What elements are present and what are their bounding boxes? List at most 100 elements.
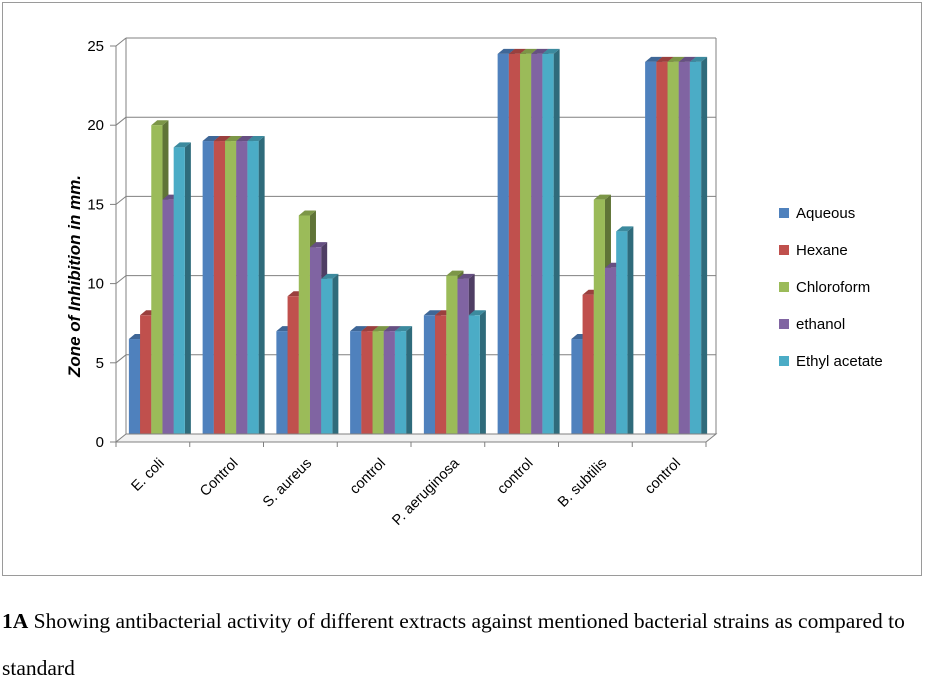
bar-front [520,53,532,443]
bar-front [593,199,605,442]
bar-front [321,278,333,442]
x-category-label: S. aureus [260,456,315,511]
bar-front [202,141,214,443]
legend: Aqueous Hexane Chloroform ethanol Ethyl acet… [779,205,883,370]
chart-floor [114,433,718,443]
bar-top [309,242,328,248]
bar-top [542,48,560,54]
y-axis-title: Zone of Inhibition in mm. [65,175,84,378]
bar-top [645,56,663,62]
figure-caption: 1A Showing antibacterial activity of dif… [2,598,920,692]
bar-front [276,331,288,442]
bar-front [225,141,237,443]
x-category-label: Control [197,456,241,500]
bar-top [468,310,486,316]
y-tick-label: 5 [96,355,104,372]
bar-side [701,56,708,443]
bar-top [321,273,339,279]
bar-front [287,296,299,442]
legend-label: Hexane [796,242,848,259]
legend-label: Ethyl acetate [796,353,883,370]
bar-front [678,61,690,443]
legend-swatch [779,319,789,329]
bar-top [446,270,464,276]
bar-front [361,331,373,442]
bar-front [372,331,384,442]
gridline-depth [115,354,127,364]
legend-swatch [779,356,789,366]
gridline-depth [115,37,127,47]
bar-top [213,136,232,142]
bar-front [128,339,141,442]
bar-side [553,48,560,443]
caption-text: Showing antibacterial activity of differ… [2,609,905,680]
bar-front [394,331,407,442]
bar-front [497,53,509,443]
bar-top [616,226,634,232]
bar-front [542,53,554,443]
bar-front [173,147,185,442]
x-category-label: B. subtilis [555,456,610,511]
legend-swatch [779,245,789,255]
y-tick-label: 10 [87,276,104,293]
legend-label: ethanol [796,316,845,333]
bar-top [678,56,696,62]
bar-front [151,125,163,442]
bar-front [616,231,628,442]
bar-top [236,136,254,142]
bar-top [151,120,169,126]
bar-top [350,326,368,332]
bar-top [361,326,379,332]
bar-front [309,247,322,442]
bar-front [162,199,174,442]
bar-front [383,331,395,442]
bar-top [173,142,191,148]
bar-front [213,141,226,443]
bar-front [140,315,152,442]
bar-side [258,136,265,443]
x-category-label: E. coli [128,456,167,495]
bar-front [423,315,436,442]
bar-front [350,331,362,442]
bar-front [435,315,447,442]
bar-side [627,226,634,442]
bar-top [656,56,674,62]
bar-ethyl-acetate [321,273,339,442]
bar-front [236,141,248,443]
y-tick-label: 15 [87,196,104,213]
caption-label: 1A [2,609,29,633]
bar-top [593,194,611,200]
gridline-depth [115,275,127,284]
bar-top [508,48,527,54]
bar-ethyl-acetate [394,326,413,442]
bar-side [479,310,486,442]
bar-ethyl-acetate [173,142,191,442]
bar-top [531,48,549,54]
bar-top [202,136,220,142]
bar-front [656,61,668,443]
bar-ethyl-acetate [542,48,560,443]
bar-front [667,61,679,443]
bar-front [457,278,469,442]
bar-front [689,61,702,443]
gridline-depth [115,196,127,205]
legend-label: Chloroform [796,279,870,296]
bar-front [298,215,310,442]
bar-front [604,267,617,442]
bar-side [406,326,413,442]
bar-top [520,48,538,54]
bar-top [383,326,401,332]
y-tick-label: 0 [96,434,104,451]
x-category-label: control [494,456,536,498]
bar-front [508,53,521,443]
bar-front [446,275,458,442]
bar-ethyl-acetate [247,136,265,443]
bar-top [667,56,685,62]
bar-front [247,141,259,443]
bar-top [225,136,243,142]
bar-ethyl-acetate [468,310,486,442]
legend-swatch [779,282,789,292]
x-category-label: control [642,456,684,498]
bar-front [645,61,657,443]
